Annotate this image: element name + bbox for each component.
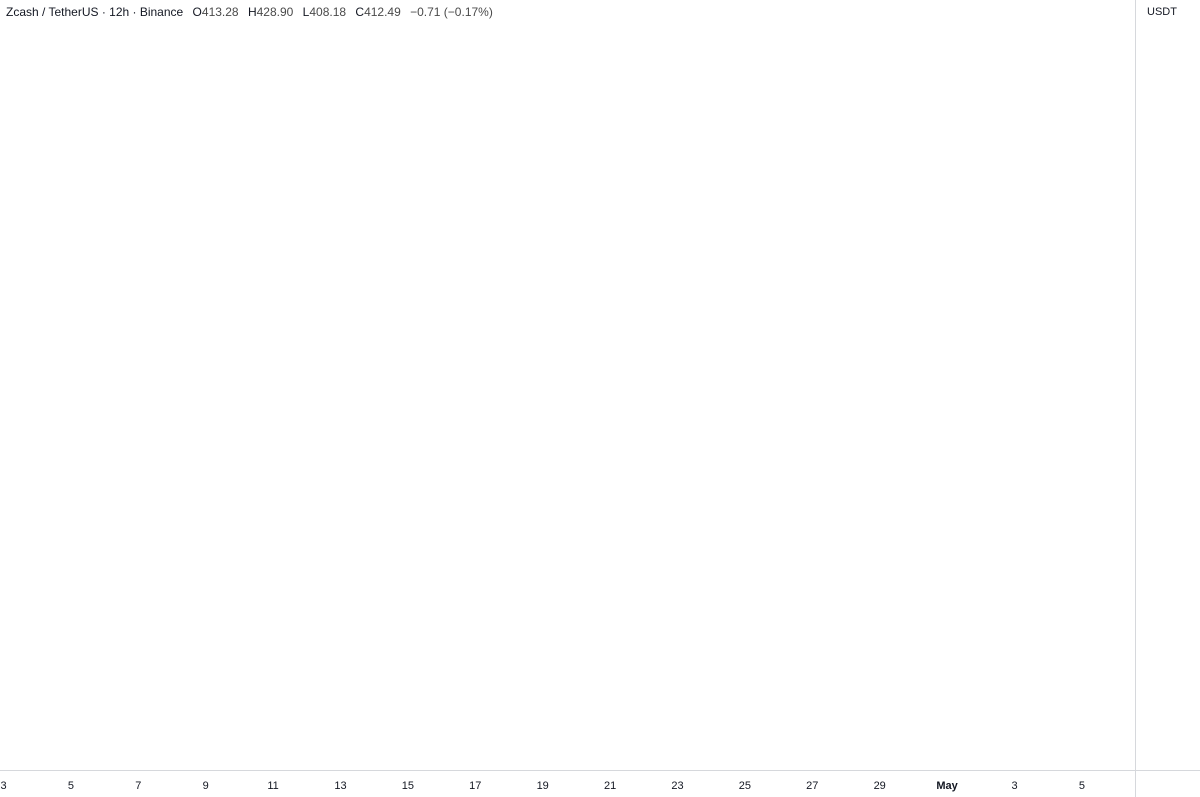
x-tick-label-12: 27 (806, 780, 818, 792)
x-tick-label-14: May (936, 780, 958, 792)
x-tick-label-1: 5 (68, 780, 74, 792)
symbol-header: Zcash / TetherUS · 12h · Binance O413.28… (6, 5, 493, 19)
x-tick-label-16: 5 (1079, 780, 1085, 792)
close-label: C (355, 5, 365, 19)
x-tick-label-13: 29 (874, 780, 886, 792)
x-tick-label-6: 15 (402, 780, 414, 792)
x-tick-label-3: 9 (203, 780, 209, 792)
symbol-title: Zcash / TetherUS · 12h · Binance (6, 5, 184, 19)
x-tick-label-11: 25 (739, 780, 751, 792)
high-value: 428.90 (256, 5, 294, 19)
change-value: −0.71 (−0.17%) (410, 5, 493, 19)
high-label: H (247, 5, 257, 19)
x-tick-label-9: 21 (604, 780, 616, 792)
x-tick-label-15: 3 (1011, 780, 1017, 792)
currency-label: USDT (1147, 6, 1177, 18)
close-value: 412.49 (364, 5, 401, 19)
x-tick-label-10: 23 (671, 780, 683, 792)
open-label: O (192, 5, 202, 19)
x-tick-label-0: 3 (0, 780, 6, 792)
open-value: 413.28 (201, 5, 239, 19)
low-value: 408.18 (309, 5, 347, 19)
x-tick-label-5: 13 (334, 780, 346, 792)
x-tick-label-2: 7 (135, 780, 141, 792)
x-tick-label-7: 17 (469, 780, 481, 792)
x-tick-label-8: 19 (537, 780, 549, 792)
low-label: L (302, 5, 310, 19)
x-tick-label-4: 11 (267, 780, 278, 792)
